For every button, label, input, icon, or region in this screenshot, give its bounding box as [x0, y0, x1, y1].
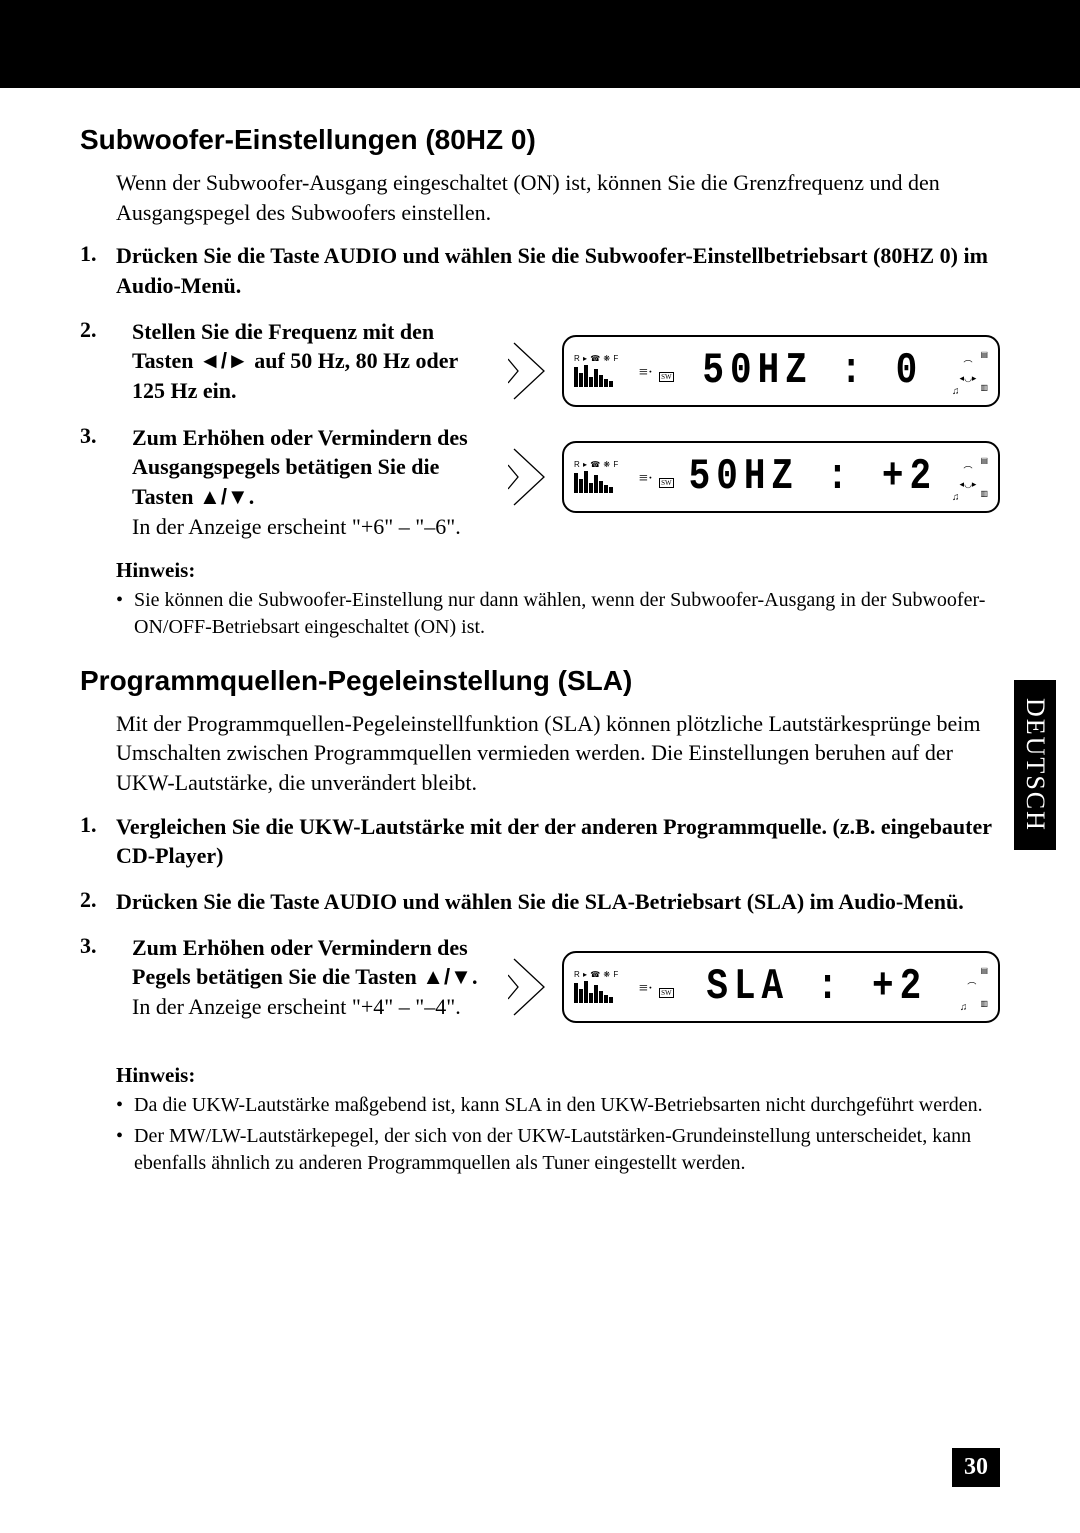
lcd-display-group: R ▸ ☎ ❋ F ≡· SW 50HZ : +2 ♫ ⌒ ◂◡▸ ▤: [508, 423, 1000, 513]
step-text: Vergleichen Sie die UKW-Lautstärke mit d…: [116, 814, 992, 869]
note-item: Da die UKW-Lautstärke maßgebend ist, kan…: [116, 1092, 1000, 1119]
section1-intro: Wenn der Subwoofer-Ausgang eingeschaltet…: [116, 168, 1000, 227]
lcd-indicators: R ▸ ☎ ❋ F: [574, 970, 619, 979]
section2-note-label: Hinweis:: [116, 1063, 1000, 1088]
lcd-eq-bars: [574, 471, 613, 493]
lr-icon: ◂◡▸: [960, 479, 977, 490]
header-bar: [0, 0, 1080, 88]
step-text: Drücken Sie die Taste AUDIO und wählen S…: [116, 889, 964, 914]
up-icon: ⌒: [963, 464, 972, 477]
lcd-indicators: R ▸ ☎ ❋ F: [574, 460, 619, 469]
lcd-indicators: R ▸ ☎ ❋ F: [574, 354, 619, 363]
lcd-sw-label: SW: [659, 372, 674, 382]
section1-heading: Subwoofer-Einstellungen (80HZ 0): [80, 124, 1000, 156]
lcd-dpad: ⌒ ◂◡▸: [960, 358, 977, 384]
step-text-b: .: [472, 964, 478, 989]
icon-top: ▤: [980, 966, 988, 975]
lcd-left: R ▸ ☎ ❋ F: [574, 970, 619, 1003]
step-number: 2.: [80, 317, 116, 343]
lcd-mini-icon: ♫: [952, 492, 960, 503]
section2-heading: Programmquellen-Pegeleinstellung (SLA): [80, 665, 1000, 697]
language-tab: DEUTSCH: [1014, 680, 1056, 850]
lcd-display: R ▸ ☎ ❋ F ≡· SW 50HZ : 0 ♫ ⌒ ◂◡▸ ▤: [562, 335, 1000, 407]
section1-note-label: Hinweis:: [116, 558, 1000, 583]
lcd-mini-icon: ≡·: [639, 980, 653, 998]
section1-step2: 2. Stellen Sie die Frequenz mit den Tast…: [80, 317, 1000, 407]
lcd-display: R ▸ ☎ ❋ F ≡· SW 50HZ : +2 ♫ ⌒ ◂◡▸ ▤: [562, 441, 1000, 513]
icon-top: ▤: [980, 350, 988, 359]
lcd-side-icons: ▤ ▥: [980, 456, 988, 498]
arrow-left-right-icon: ◄/►: [199, 348, 249, 373]
step-number: 1.: [80, 241, 116, 300]
lcd-mini-icon: ≡·: [639, 364, 653, 382]
section2-step2: 2. Drücken Sie die Taste AUDIO und wähle…: [80, 887, 1000, 917]
lcd-mini-icons: ≡· SW: [639, 364, 674, 382]
section1-step1: 1. Drücken Sie die Taste AUDIO und wähle…: [80, 241, 1000, 300]
step-text-b: .: [249, 484, 255, 509]
section2-notes: Da die UKW-Lautstärke maßgebend ist, kan…: [116, 1092, 1000, 1177]
icon-top: ▤: [980, 456, 988, 465]
section1-notes: Sie können die Subwoofer-Einstellung nur…: [116, 587, 1000, 641]
step-text-column: Zum Erhöhen oder Vermindern des Pegels b…: [132, 933, 492, 1022]
lcd-mini-icon: ≡·: [639, 470, 653, 488]
lcd-mini-icon: ♫: [952, 386, 960, 397]
up-icon: ⌒: [967, 980, 976, 993]
section2-step3: 3. Zum Erhöhen oder Vermindern des Pegel…: [80, 933, 1000, 1023]
icon-bot: ▥: [980, 999, 988, 1008]
lcd-display-group: R ▸ ☎ ❋ F ≡· SW 50HZ : 0 ♫ ⌒ ◂◡▸ ▤: [508, 317, 1000, 407]
step-number: 3.: [80, 933, 116, 959]
step-plain-text: In der Anzeige erscheint "+4" – "–4".: [132, 992, 492, 1022]
arrow-up-down-icon: ▲/▼: [422, 964, 472, 989]
step-text: Drücken Sie die Taste AUDIO und wählen S…: [116, 243, 988, 298]
lcd-main-text: 50HZ : +2: [674, 452, 952, 501]
section2-intro: Mit der Programmquellen-Pegeleinstellfun…: [116, 709, 1000, 798]
arrow-up-down-icon: ▲/▼: [199, 484, 249, 509]
lr-icon: ◂◡▸: [960, 373, 977, 384]
pointer-icon: [508, 955, 552, 1019]
lcd-left: R ▸ ☎ ❋ F: [574, 354, 619, 387]
step-number: 3.: [80, 423, 116, 449]
lcd-sw-label: SW: [659, 478, 674, 488]
step-number: 2.: [80, 887, 116, 917]
lcd-side-icons: ▤ ▥: [980, 966, 988, 1008]
pointer-icon: [508, 339, 552, 403]
section2-step1: 1. Vergleichen Sie die UKW-Lautstärke mi…: [80, 812, 1000, 871]
icon-bot: ▥: [980, 489, 988, 498]
lcd-main-text: SLA : +2: [674, 962, 960, 1011]
step-text-column: Stellen Sie die Frequenz mit den Tasten …: [132, 317, 492, 406]
up-icon: ⌒: [963, 358, 972, 371]
note-item: Der MW/LW-Lautstärkepegel, der sich von …: [116, 1123, 1000, 1177]
lcd-dpad: ⌒ ◂◡▸: [960, 464, 977, 490]
lcd-sw-label: SW: [659, 988, 674, 998]
page-content: Subwoofer-Einstellungen (80HZ 0) Wenn de…: [0, 88, 1080, 1177]
page-number: 30: [952, 1448, 1000, 1487]
lcd-left: R ▸ ☎ ❋ F: [574, 460, 619, 493]
lcd-display-group: R ▸ ☎ ❋ F ≡· SW SLA : +2 ♫ ⌒ ▤ ▥: [508, 933, 1000, 1023]
step-text-column: Zum Erhöhen oder Vermindern des Ausgangs…: [132, 423, 492, 542]
lcd-dpad: ⌒: [967, 980, 976, 993]
step-number: 1.: [80, 812, 116, 871]
icon-bot: ▥: [980, 383, 988, 392]
lcd-mini-icons: ≡· SW: [639, 470, 674, 488]
step-text-a: Zum Erhöhen oder Vermindern des Pegels b…: [132, 935, 468, 990]
lcd-mini-icon: ♫: [960, 1002, 968, 1013]
lcd-main-text: 50HZ : 0: [674, 346, 952, 395]
lcd-eq-bars: [574, 365, 613, 387]
lcd-display: R ▸ ☎ ❋ F ≡· SW SLA : +2 ♫ ⌒ ▤ ▥: [562, 951, 1000, 1023]
section1-step3: 3. Zum Erhöhen oder Vermindern des Ausga…: [80, 423, 1000, 542]
note-item: Sie können die Subwoofer-Einstellung nur…: [116, 587, 1000, 641]
lcd-mini-icons: ≡· SW: [639, 980, 674, 998]
lcd-eq-bars: [574, 981, 613, 1003]
step-plain-text: In der Anzeige erscheint "+6" – "–6".: [132, 512, 492, 542]
pointer-icon: [508, 445, 552, 509]
step-text-a: Zum Erhöhen oder Vermindern des Ausgangs…: [132, 425, 468, 509]
lcd-side-icons: ▤ ▥: [980, 350, 988, 392]
